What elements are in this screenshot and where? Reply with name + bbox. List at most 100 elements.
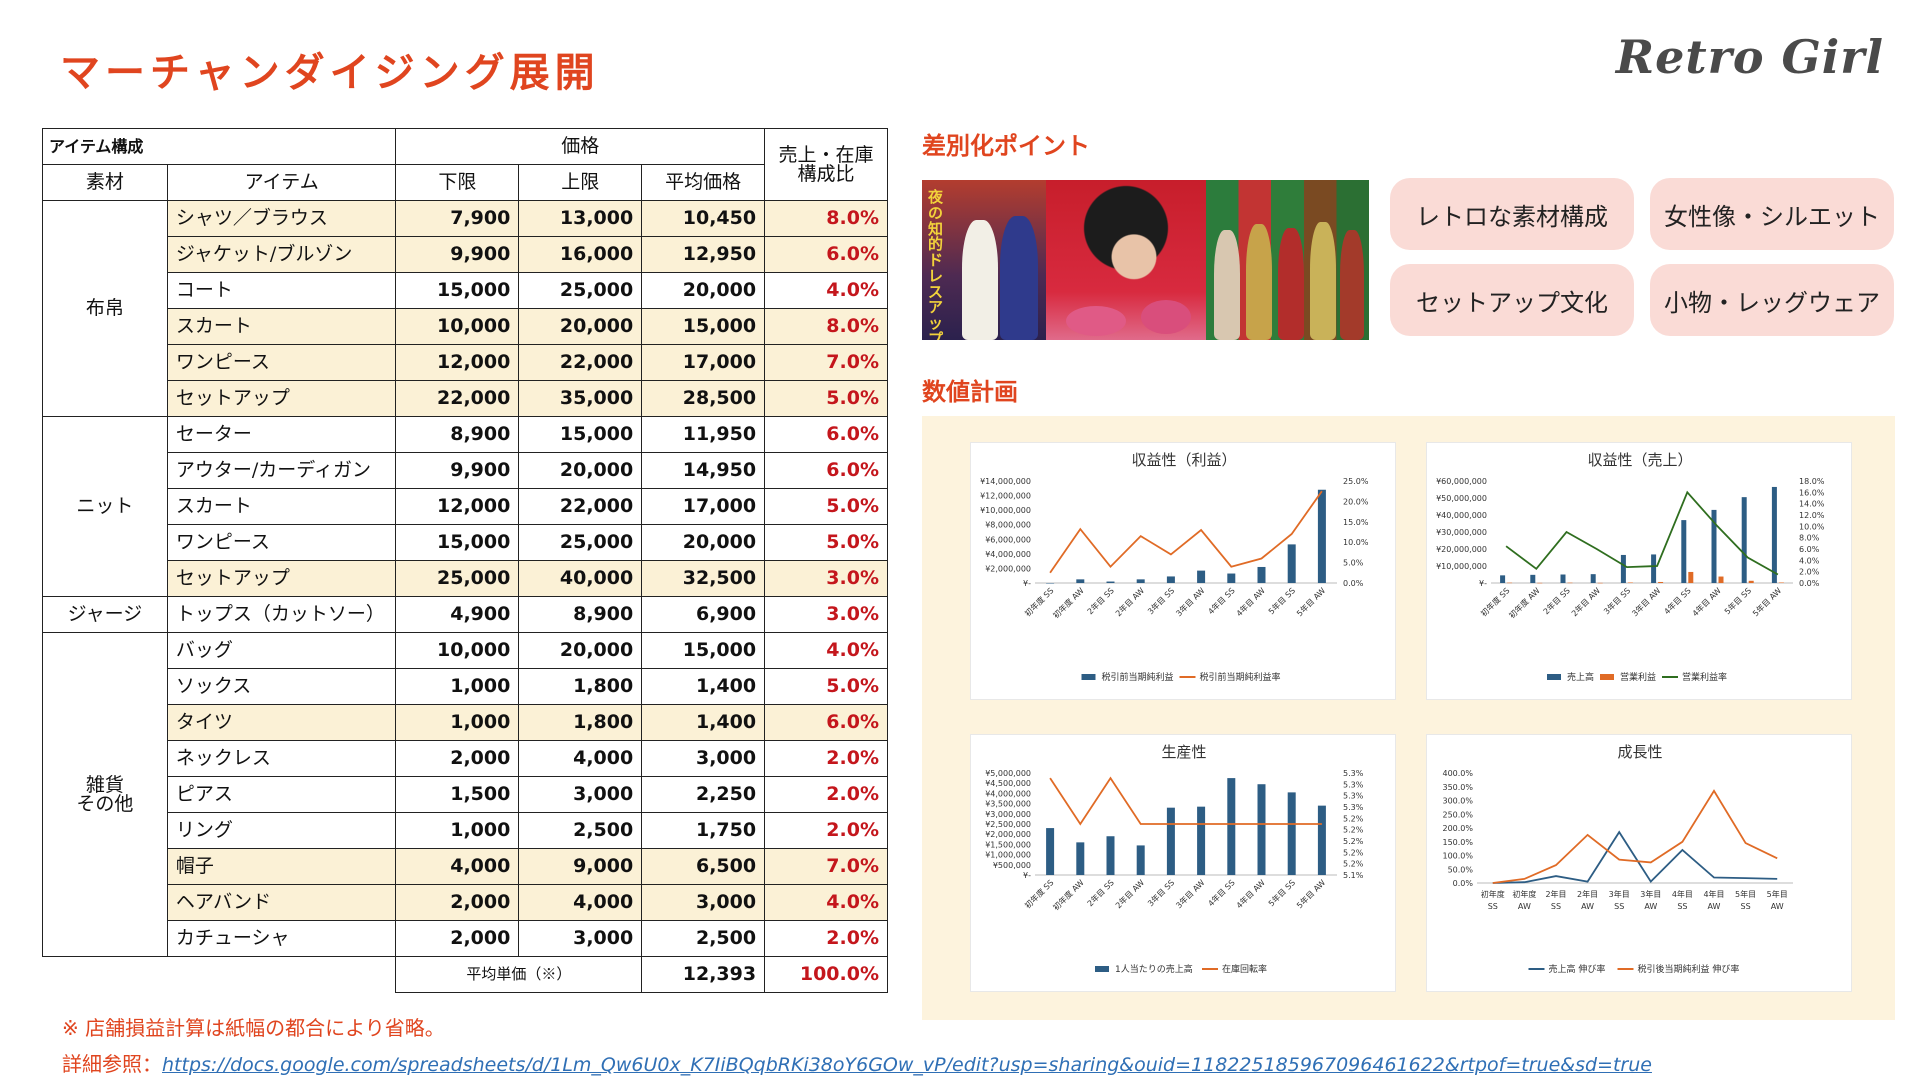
price-avg: 1,400 <box>641 668 766 705</box>
item-name: スカート <box>166 308 397 345</box>
price-avg: 17,000 <box>641 488 766 525</box>
y2-tick-label: 20.0% <box>1343 497 1369 506</box>
table-row: リング 1,000 2,500 1,750 2.0% <box>43 812 888 849</box>
bar-営業利益 <box>1688 571 1694 583</box>
price-high: 35,000 <box>518 380 643 417</box>
bar-税引前当期純利益 <box>1227 573 1236 583</box>
y2-tick-label: 5.3% <box>1343 769 1364 778</box>
sales-ratio: 6.0% <box>764 704 888 741</box>
x-tick-label: SS <box>1741 902 1751 911</box>
sales-ratio: 5.0% <box>764 380 888 417</box>
sales-ratio: 6.0% <box>764 452 888 489</box>
y2-tick-label: 5.0% <box>1343 559 1364 568</box>
table-caption: アイテム構成 <box>41 128 397 165</box>
material-cell: 布帛 <box>42 200 168 417</box>
line-営業利益率 <box>1505 490 1779 576</box>
x-tick-label: SS <box>1677 902 1687 911</box>
y2-tick-label: 5.2% <box>1343 837 1364 846</box>
price-high: 4,000 <box>518 884 643 921</box>
price-low: 7,900 <box>395 200 520 237</box>
item-name: ジャケット/ブルゾン <box>166 236 397 273</box>
table-row: ニット セーター 8,900 15,000 11,950 6.0% <box>42 416 888 597</box>
bar-売上高 <box>1620 554 1626 583</box>
x-tick-label: AW <box>1518 902 1531 911</box>
point-setup-culture: セットアップ文化 <box>1390 264 1634 336</box>
table-row: ジャケット/ブルゾン 9,900 16,000 12,950 6.0% <box>43 236 888 273</box>
bar-税引前当期純利益 <box>1287 544 1296 583</box>
spreadsheet-link[interactable]: https://docs.google.com/spreadsheets/d/1… <box>162 1054 1652 1076</box>
price-low: 22,000 <box>395 380 520 417</box>
header-price: 価格 <box>395 128 766 165</box>
sales-ratio: 8.0% <box>764 308 888 345</box>
x-tick-label: 5年目 <box>1735 889 1756 899</box>
table-row: セットアップ 22,000 35,000 28,500 5.0% <box>43 380 888 417</box>
price-high: 8,900 <box>518 596 643 633</box>
y-tick-label: 350.0% <box>1442 783 1473 792</box>
bar-売上高 <box>1560 574 1566 583</box>
bar-1人当たりの売上高 <box>1257 784 1266 875</box>
price-low: 1,500 <box>395 776 520 813</box>
note-reference-label: 詳細参照： <box>62 1052 162 1076</box>
material-cell: ニット <box>42 416 168 597</box>
price-avg: 12,950 <box>641 236 766 273</box>
table-footer-row: 平均単価（※） 12,393 100.0% <box>43 956 888 993</box>
x-tick-label: AW <box>1581 902 1594 911</box>
material-cell: 雑貨 その他 <box>42 632 168 957</box>
bar-1人当たりの売上高 <box>1317 805 1326 875</box>
table-row: 帽子 4,000 9,000 6,500 7.0% <box>43 848 888 885</box>
table-row: ソックス 1,000 1,800 1,400 5.0% <box>43 668 888 705</box>
numeric-plan-panel: 収益性（利益） ¥14,000,000 ¥12,000,000 ¥10,000,000… <box>922 416 1895 1020</box>
y2-tick-label: 0.0% <box>1799 579 1820 588</box>
y2-tick-label: 4.0% <box>1799 556 1820 565</box>
table-row: カチューシャ 2,000 3,000 2,500 2.0% <box>43 920 888 957</box>
page-title: マーチャンダイジング展開 <box>60 49 600 96</box>
price-avg: 10,450 <box>641 200 766 237</box>
table-row: ジャージ トップス（カットソー） 4,900 8,900 6,900 3.0% <box>42 596 888 633</box>
price-avg: 11,950 <box>641 416 766 453</box>
table-header-row: アイテム構成 価格 売上・在庫 構成比 <box>41 128 888 201</box>
header-low: 下限 <box>395 164 520 201</box>
x-tick-label: 5年目 SS <box>1722 585 1753 616</box>
sales-ratio: 2.0% <box>764 776 888 813</box>
plaid-outfits-photo <box>1206 180 1369 340</box>
y2-tick-label: 6.0% <box>1799 545 1820 554</box>
price-low: 15,000 <box>395 272 520 309</box>
x-tick-label: 2年目 AW <box>1569 585 1602 618</box>
bar-1人当たりの売上高 <box>1166 807 1175 875</box>
legend-swatch <box>1081 674 1096 680</box>
point-accessories-legwear: 小物・レッグウェア <box>1650 264 1894 336</box>
sales-ratio: 7.0% <box>764 344 888 381</box>
x-tick-label: SS <box>1488 902 1498 911</box>
x-tick-label: SS <box>1614 902 1624 911</box>
footer-ratio: 100.0% <box>764 956 888 993</box>
item-name: セーター <box>166 416 397 453</box>
price-low: 4,000 <box>395 848 520 885</box>
sales-ratio: 5.0% <box>764 524 888 561</box>
legend-swatch <box>1095 966 1109 972</box>
x-tick-label: 5年目 AW <box>1294 585 1327 618</box>
chart-title: 収益性（売上） <box>1587 451 1692 469</box>
red-hat-model-photo <box>1046 180 1206 340</box>
table-row: ヘアバンド 2,000 4,000 3,000 4.0% <box>43 884 888 921</box>
bar-営業利益 <box>1567 582 1573 584</box>
bar-営業利益 <box>1627 582 1633 583</box>
y-tick-label: 400.0% <box>1442 769 1473 778</box>
legend-swatch <box>1547 674 1561 680</box>
y-tick-label: 250.0% <box>1442 810 1473 819</box>
x-tick-label: 2年目 SS <box>1085 877 1116 908</box>
header-item: アイテム <box>166 164 397 201</box>
footer-label: 平均単価（※） <box>395 956 643 993</box>
x-tick-label: 初年度 SS <box>1022 877 1055 910</box>
x-tick-label: 4年目 SS <box>1662 585 1693 616</box>
y-tick-label: ¥4,500,000 <box>985 779 1031 788</box>
x-tick-label: 3年目 <box>1609 889 1630 899</box>
sales-ratio: 2.0% <box>764 740 888 777</box>
legend-label: 1人当たりの売上高 <box>1115 963 1193 975</box>
y-tick-label: ¥3,500,000 <box>985 800 1031 809</box>
legend-label: 税引前当期純利益 <box>1102 671 1174 683</box>
price-low: 1,000 <box>395 668 520 705</box>
x-tick-label: 2年目 SS <box>1541 585 1572 616</box>
y-tick-label: ¥3,000,000 <box>985 810 1031 819</box>
x-tick-label: 3年目 SS <box>1145 877 1176 908</box>
price-high: 4,000 <box>518 740 643 777</box>
